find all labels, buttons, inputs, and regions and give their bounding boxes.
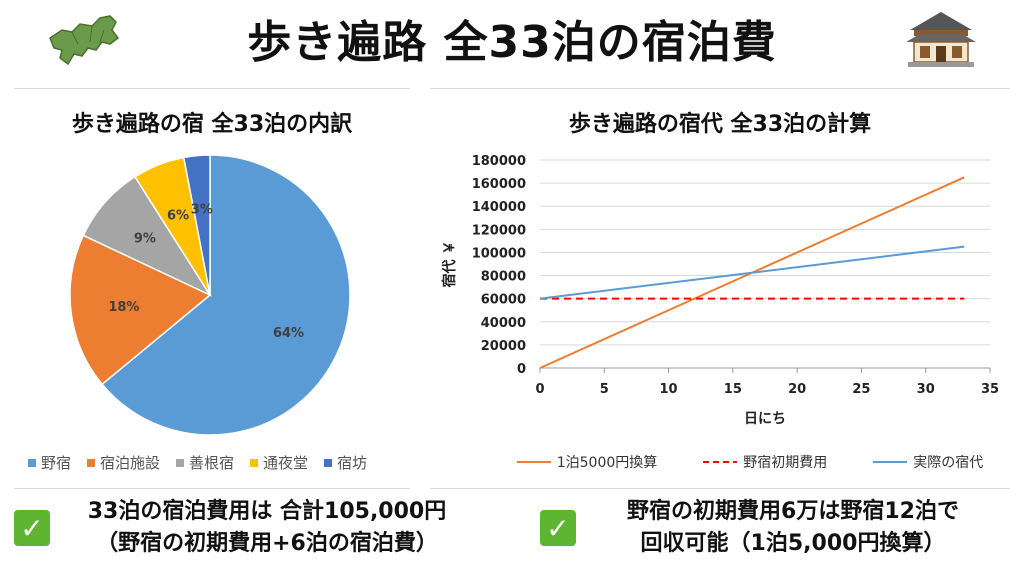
y-tick-label: 60000 bbox=[481, 293, 526, 308]
legend-swatch bbox=[87, 458, 96, 467]
temple-icon bbox=[900, 8, 982, 70]
pie-data-label: 9% bbox=[134, 232, 156, 247]
legend-label: 宿坊 bbox=[337, 454, 368, 472]
y-tick-label: 80000 bbox=[481, 270, 526, 285]
legend-label: 野宿 bbox=[41, 454, 72, 472]
series-line-2 bbox=[539, 245, 965, 300]
x-tick-label: 35 bbox=[981, 382, 999, 397]
y-tick-label: 100000 bbox=[472, 246, 526, 261]
summary-note-left: ✓ 33泊の宿泊費用は 合計105,000円 （野宿の初期費用+6泊の宿泊費） bbox=[14, 496, 484, 560]
legend-label: 宿泊施設 bbox=[100, 454, 161, 472]
x-tick-label: 10 bbox=[660, 382, 678, 397]
line-legend-item: 1泊5000円換算 bbox=[516, 452, 658, 472]
summary-note-right: ✓ 野宿の初期費用6万は野宿12泊で 回収可能（1泊5,000円換算） bbox=[540, 496, 1010, 560]
y-tick-label: 40000 bbox=[481, 316, 526, 331]
y-tick-label: 0 bbox=[517, 362, 526, 377]
y-axis-label: 宿代 ￥ bbox=[441, 241, 458, 288]
y-tick-label: 140000 bbox=[472, 200, 526, 215]
x-tick-label: 25 bbox=[852, 382, 870, 397]
divider-top-left bbox=[14, 88, 410, 89]
divider-bottom-left bbox=[14, 488, 410, 489]
legend-swatch bbox=[28, 458, 36, 467]
pie-data-label: 18% bbox=[108, 300, 139, 315]
x-tick-label: 0 bbox=[535, 382, 544, 397]
legend-label: 実際の宿代 bbox=[913, 455, 984, 471]
pie-slice-2 bbox=[82, 175, 213, 297]
line-legend-item: 実際の宿代 bbox=[873, 452, 983, 472]
line-legend-item: 野宿初期費用 bbox=[703, 452, 827, 472]
pie-data-label: 64% bbox=[273, 326, 304, 341]
shikoku-map-icon bbox=[44, 8, 126, 72]
summary-line: （野宿の初期費用+6泊の宿泊費） bbox=[96, 531, 438, 556]
legend-line-swatch bbox=[703, 461, 738, 463]
divider-top-right bbox=[430, 88, 1010, 89]
legend-line-swatch bbox=[873, 461, 908, 463]
pie-legend: 野宿 宿泊施設 善根宿 通夜堂 宿坊 bbox=[28, 452, 448, 473]
legend-label: 善根宿 bbox=[189, 454, 235, 472]
summary-line: 33泊の宿泊費用は 合計105,000円 bbox=[87, 499, 447, 524]
check-icon: ✓ bbox=[540, 510, 576, 546]
x-tick-label: 15 bbox=[724, 382, 742, 397]
divider-bottom-right bbox=[430, 488, 1010, 489]
legend-swatch bbox=[324, 458, 333, 467]
summary-line: 野宿の初期費用6万は野宿12泊で bbox=[627, 499, 959, 524]
pie-chart: 64% 18% 9% 6% 3% bbox=[69, 154, 351, 436]
pie-legend-item: 野宿 bbox=[28, 452, 71, 473]
legend-label: 野宿初期費用 bbox=[743, 455, 828, 471]
legend-label: 通夜堂 bbox=[263, 454, 309, 472]
pie-slice-1 bbox=[69, 234, 212, 386]
x-tick-label: 5 bbox=[600, 382, 609, 397]
x-axis-label: 日にち bbox=[744, 411, 786, 427]
line-chart-title: 歩き遍路の宿代 全33泊の計算 bbox=[568, 112, 872, 137]
pie-chart-title: 歩き遍路の宿 全33泊の内訳 bbox=[71, 112, 353, 137]
y-tick-label: 120000 bbox=[472, 223, 526, 238]
legend-swatch bbox=[176, 458, 185, 467]
y-tick-label: 20000 bbox=[481, 339, 526, 354]
pie-legend-item: 宿坊 bbox=[324, 452, 367, 473]
pie-slice-0 bbox=[101, 154, 351, 436]
summary-text-right: 野宿の初期費用6万は野宿12泊で 回収可能（1泊5,000円換算） bbox=[576, 496, 1010, 560]
pie-data-label: 3% bbox=[191, 203, 213, 218]
pie-legend-item: 宿泊施設 bbox=[87, 452, 160, 473]
y-tick-label: 160000 bbox=[472, 177, 526, 192]
legend-swatch bbox=[250, 458, 259, 467]
x-tick-label: 30 bbox=[917, 382, 935, 397]
pie-legend-item: 通夜堂 bbox=[250, 452, 308, 473]
summary-text-left: 33泊の宿泊費用は 合計105,000円 （野宿の初期費用+6泊の宿泊費） bbox=[50, 496, 484, 560]
legend-label: 1泊5000円換算 bbox=[556, 455, 658, 471]
legend-line-swatch bbox=[516, 461, 551, 463]
line-legend: 1泊5000円換算 野宿初期費用 実際の宿代 bbox=[490, 452, 1010, 472]
pie-legend-item: 善根宿 bbox=[176, 452, 234, 473]
x-tick-label: 20 bbox=[788, 382, 806, 397]
page-title: 歩き遍路 全33泊の宿泊費 bbox=[247, 17, 777, 68]
check-icon: ✓ bbox=[14, 510, 50, 546]
summary-line: 回収可能（1泊5,000円換算） bbox=[640, 531, 946, 556]
pie-slice-4 bbox=[182, 154, 211, 296]
y-tick-label: 180000 bbox=[472, 154, 526, 169]
pie-data-label: 6% bbox=[167, 208, 189, 223]
line-chart: 0 20000 40000 60000 80000 100000 120000 140000 1… bbox=[441, 154, 999, 427]
